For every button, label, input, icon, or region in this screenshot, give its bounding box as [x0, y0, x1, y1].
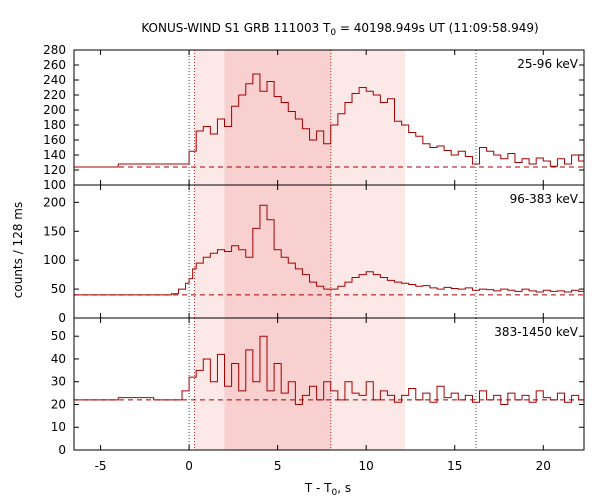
x-tick-label: 10 [359, 459, 374, 473]
chart-title-subscript: 0 [330, 28, 336, 38]
chart-title-suffix: = 40198.949s UT (11:09:58.949) [336, 21, 539, 35]
light-curve-bottom [74, 335, 585, 405]
chart-title-prefix: KONUS-WIND S1 GRB 111003 T [141, 21, 331, 35]
shaded-interval-dark [224, 318, 331, 450]
y-tick-label: 30 [51, 375, 66, 389]
y-tick-label: 100 [43, 178, 66, 192]
energy-band-label: 25-96 keV [517, 57, 579, 71]
y-tick-label: 120 [43, 163, 66, 177]
y-tick-label: 200 [43, 103, 66, 117]
y-tick-label: 0 [58, 311, 66, 325]
y-tick-label: 100 [43, 253, 66, 267]
x-axis-label-subscript: 0 [332, 488, 338, 498]
y-tick-label: 50 [51, 329, 66, 343]
y-tick-label: 260 [43, 58, 66, 72]
x-axis-label-prefix: T - T [304, 481, 332, 495]
y-tick-label: 0 [58, 443, 66, 457]
x-tick-label: 15 [447, 459, 462, 473]
energy-band-label: 383-1450 keV [494, 325, 578, 339]
y-tick-label: 180 [43, 118, 66, 132]
y-tick-label: 50 [51, 282, 66, 296]
y-tick-label: 150 [43, 224, 66, 238]
x-axis-label: T - T0, s [304, 481, 351, 498]
y-tick-label: 10 [51, 420, 66, 434]
y-tick-label: 20 [51, 397, 66, 411]
y-tick-label: 280 [43, 43, 66, 57]
x-tick-label: 20 [536, 459, 551, 473]
y-tick-label: 220 [43, 88, 66, 102]
y-tick-label: 140 [43, 148, 66, 162]
y-tick-label: 160 [43, 133, 66, 147]
y-axis-label: counts / 128 ms [11, 202, 25, 298]
y-tick-label: 240 [43, 73, 66, 87]
chart-title: KONUS-WIND S1 GRB 111003 T0 = 40198.949s… [141, 21, 538, 38]
shaded-interval-dark [224, 185, 331, 318]
x-tick-label: 0 [185, 459, 193, 473]
y-tick-label: 200 [43, 195, 66, 209]
light-curve-middle [74, 204, 585, 296]
x-tick-label: 5 [274, 459, 282, 473]
y-tick-label: 40 [51, 352, 66, 366]
light-curve-top [74, 73, 585, 168]
x-axis-label-suffix: , s [337, 481, 351, 495]
shaded-interval-dark [224, 50, 331, 185]
energy-band-label: 96-383 keV [510, 192, 579, 206]
x-tick-label: -5 [95, 459, 107, 473]
panel-frame-bottom [73, 317, 585, 451]
